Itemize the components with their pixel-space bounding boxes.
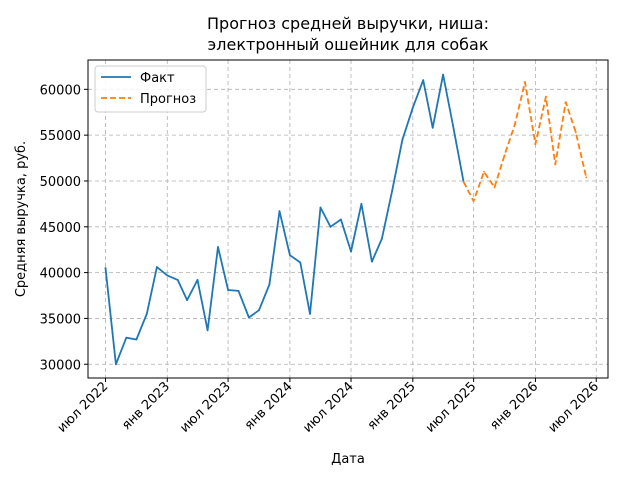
data-point [401, 138, 404, 141]
data-point [186, 299, 189, 301]
legend-label-fact: Факт [140, 71, 175, 86]
data-point [227, 289, 230, 291]
data-point [319, 206, 322, 209]
y-tick-label: 60000 [40, 83, 81, 98]
y-axis-label: Средняя выручка, руб. [14, 141, 29, 297]
data-point [145, 313, 148, 315]
data-point [104, 267, 107, 269]
y-tick-label: 50000 [40, 175, 81, 190]
data-point [391, 189, 394, 192]
y-axis-ticks: 30000 35000 40000 45000 50000 55000 60000 [40, 83, 88, 373]
data-point [289, 254, 291, 257]
data-point [156, 266, 158, 268]
data-point [166, 274, 169, 277]
data-point [483, 170, 485, 173]
y-tick-label: 55000 [40, 129, 81, 144]
data-point [309, 313, 311, 315]
data-point [329, 225, 332, 228]
data-point [564, 101, 567, 104]
grid-lines [88, 60, 608, 378]
data-point [472, 200, 475, 203]
data-point [258, 309, 260, 312]
data-point [574, 131, 577, 134]
data-point [554, 163, 557, 166]
y-tick-label: 35000 [40, 312, 81, 327]
data-point [248, 316, 250, 319]
data-point [360, 203, 363, 205]
data-point [462, 181, 465, 183]
x-axis-label: Дата [331, 452, 365, 467]
data-point [534, 143, 537, 146]
data-point [196, 279, 199, 281]
chart-title-line-1: Прогноз средней выручки, ниша: [207, 14, 489, 33]
y-tick-label: 45000 [40, 221, 81, 236]
data-point [125, 336, 128, 339]
series-line-fact [104, 73, 465, 366]
data-point [503, 154, 506, 157]
data-point [452, 125, 454, 127]
y-tick-label: 30000 [40, 358, 81, 373]
data-point [206, 329, 209, 332]
data-point [217, 246, 219, 248]
data-point [299, 261, 302, 264]
data-point [135, 338, 138, 341]
plot-frame [87, 59, 609, 379]
data-point [422, 79, 425, 82]
data-point [350, 250, 352, 253]
data-point [278, 210, 281, 213]
data-point [411, 106, 414, 109]
legend-label-forecast: Прогноз [140, 92, 196, 107]
data-point [381, 237, 383, 240]
data-point [585, 176, 588, 179]
data-point [340, 218, 342, 221]
data-point [237, 290, 240, 292]
data-point [524, 81, 526, 83]
data-point [514, 123, 516, 125]
data-point [115, 363, 117, 366]
data-point [176, 279, 179, 281]
data-point [431, 126, 434, 129]
chart-title-line-2: электронный ошейник для собак [207, 35, 488, 54]
data-point [371, 260, 373, 263]
series-lines [104, 73, 588, 366]
legend: Факт Прогноз [94, 65, 207, 113]
data-point [493, 186, 496, 189]
data-point [268, 283, 271, 286]
data-point [545, 95, 547, 98]
y-tick-label: 40000 [40, 267, 81, 282]
data-point [442, 73, 444, 76]
